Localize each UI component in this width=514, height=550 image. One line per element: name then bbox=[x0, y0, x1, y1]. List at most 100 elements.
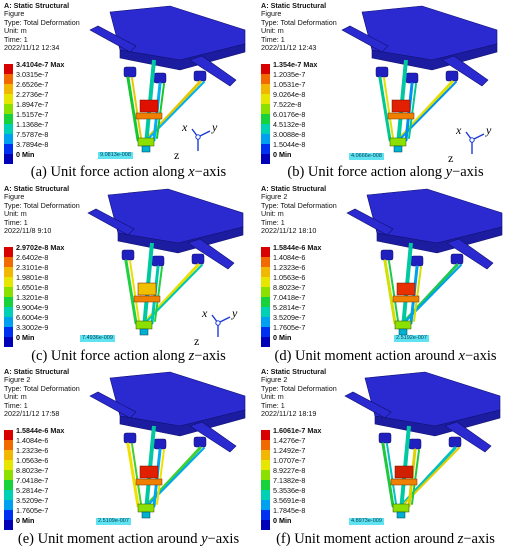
legend-row: 9.9004e-9 bbox=[4, 303, 74, 317]
caption-c: (c) Unit force action along z−axis bbox=[0, 348, 257, 365]
linkage-arm bbox=[378, 76, 392, 142]
legend-swatch bbox=[4, 490, 13, 500]
legend-swatch bbox=[261, 114, 270, 124]
legend-label: 1.7605e-7 bbox=[16, 506, 49, 515]
caption-suffix: −axis bbox=[452, 164, 484, 180]
legend-swatch bbox=[4, 277, 13, 287]
legend-label: 9.9004e-9 bbox=[16, 303, 49, 312]
caption-suffix: −axis bbox=[207, 531, 240, 547]
fea-model bbox=[89, 5, 246, 153]
legend-label: 3.7894e-8 bbox=[16, 140, 49, 149]
color-legend: 1.6061e-7 Max 1.4276e-7 1.2492e-7 1.0707e-7… bbox=[261, 426, 331, 530]
legend-row: 1.2323e-6 bbox=[4, 446, 74, 460]
legend-row: 1.2492e-7 bbox=[261, 446, 331, 460]
legend-row: 0 Min bbox=[261, 516, 331, 530]
legend-label: 2.2736e-7 bbox=[16, 90, 49, 99]
end-effector bbox=[135, 320, 153, 330]
legend-swatch bbox=[4, 450, 13, 460]
legend-row: 0 Min bbox=[4, 150, 74, 164]
caption-prefix: (c) Unit force action along bbox=[31, 348, 189, 364]
linkage-arm bbox=[411, 449, 420, 505]
legend-row: 0 Min bbox=[261, 333, 331, 347]
panel-header: A: Static Structural Figure 2 Type: Tota… bbox=[261, 184, 337, 235]
header-figure: Figure bbox=[261, 9, 282, 19]
header-date: 2022/11/12 12:43 bbox=[261, 43, 317, 53]
probe-label: 2.5192e-007 bbox=[394, 335, 429, 342]
legend-swatch bbox=[261, 84, 270, 94]
legend-label: 5.2814e-7 bbox=[16, 486, 49, 495]
legend-swatch bbox=[4, 124, 13, 134]
x-axis-label: x bbox=[181, 120, 188, 134]
end-effector bbox=[394, 320, 412, 330]
legend-label: 0 Min bbox=[16, 516, 35, 525]
legend-swatch bbox=[261, 64, 270, 74]
joint-block bbox=[448, 436, 462, 448]
legend-row: 3.4104e-7 Max bbox=[4, 60, 74, 74]
caption-axis: z bbox=[188, 348, 195, 364]
panel-b: A: Static Structural Figure Type: Total … bbox=[257, 0, 514, 183]
legend-row: 1.1368e-7 bbox=[4, 120, 74, 134]
caption-prefix: (e) Unit moment action around bbox=[17, 531, 202, 547]
header-figure: Figure bbox=[4, 9, 25, 19]
legend-swatch bbox=[4, 470, 13, 480]
legend-swatch bbox=[261, 510, 270, 520]
legend-row: 1.6061e-7 Max bbox=[261, 426, 331, 440]
linkage-arm bbox=[129, 260, 140, 322]
legend-swatch bbox=[261, 470, 270, 480]
header-figure: Figure 2 bbox=[261, 375, 288, 385]
legend-row: 1.0531e-7 bbox=[261, 80, 331, 94]
legend-swatch bbox=[4, 154, 13, 164]
header-date: 2022/11/8 9:10 bbox=[4, 226, 52, 236]
legend-row: 7.1382e-8 bbox=[261, 476, 331, 490]
fea-model bbox=[87, 188, 244, 336]
legend-label: 1.4084e-6 bbox=[16, 436, 49, 445]
color-legend: 1.354e-7 Max 1.2035e-7 1.0531e-7 9.0264e-8 7… bbox=[261, 60, 331, 164]
frame-side bbox=[376, 226, 503, 254]
legend-row: 3.5209e-7 bbox=[4, 496, 74, 510]
legend-row: 1.2323e-6 bbox=[261, 263, 331, 277]
legend-swatch bbox=[4, 500, 13, 510]
joint-block bbox=[375, 66, 389, 78]
legend-swatch bbox=[4, 134, 13, 144]
legend-row: 7.5787e-8 bbox=[4, 130, 74, 144]
caption-suffix: −axis bbox=[194, 348, 226, 364]
legend-swatch bbox=[4, 74, 13, 84]
header-time: Time: 1 bbox=[4, 34, 28, 44]
header-unit: Unit: m bbox=[261, 209, 284, 219]
legend-label: 1.5844e-6 Max bbox=[16, 426, 65, 435]
x-axis-label: x bbox=[455, 123, 462, 137]
legend-swatch bbox=[261, 480, 270, 490]
legend-swatch bbox=[261, 124, 270, 134]
caption-f: (f) Unit moment action around z−axis bbox=[257, 531, 514, 548]
legend-swatch bbox=[261, 327, 270, 337]
header-title: A: Static Structural bbox=[261, 184, 327, 193]
legend-label: 1.2323e-6 bbox=[273, 263, 306, 272]
caption-prefix: (b) Unit force action along bbox=[287, 164, 446, 180]
frame-beam bbox=[344, 391, 392, 419]
legend-row: 4.5132e-8 bbox=[261, 120, 331, 134]
legend-swatch bbox=[261, 277, 270, 287]
legend-label: 0 Min bbox=[273, 333, 292, 342]
mid-platform bbox=[396, 282, 416, 296]
legend-swatch bbox=[4, 257, 13, 267]
legend-label: 1.354e-7 Max bbox=[273, 60, 318, 69]
header-time: Time: 1 bbox=[4, 217, 28, 227]
panel-header: A: Static Structural Figure Type: Total … bbox=[4, 184, 80, 236]
legend-swatch bbox=[4, 337, 13, 347]
legend-row: 1.0563e-6 bbox=[4, 456, 74, 470]
header-figure: Figure 2 bbox=[4, 375, 31, 385]
legend-row: 1.3201e-8 bbox=[4, 293, 74, 307]
legend-label: 1.0563e-6 bbox=[273, 273, 306, 282]
linkage-arm bbox=[383, 77, 394, 139]
legend-label: 1.5844e-6 Max bbox=[273, 243, 322, 252]
legend-swatch bbox=[4, 440, 13, 450]
header-date: 2022/11/12 17:58 bbox=[4, 409, 60, 419]
joint-block bbox=[380, 249, 394, 261]
legend-swatch bbox=[261, 267, 270, 277]
legend-row: 3.5209e-7 bbox=[261, 313, 331, 327]
legend-row: 1.5844e-6 Max bbox=[261, 243, 331, 257]
legend-label: 3.3002e-9 bbox=[16, 323, 49, 332]
legend-label: 3.0315e-7 bbox=[16, 70, 49, 79]
linkage-arm bbox=[156, 83, 165, 139]
legend-row: 2.6526e-7 bbox=[4, 80, 74, 94]
